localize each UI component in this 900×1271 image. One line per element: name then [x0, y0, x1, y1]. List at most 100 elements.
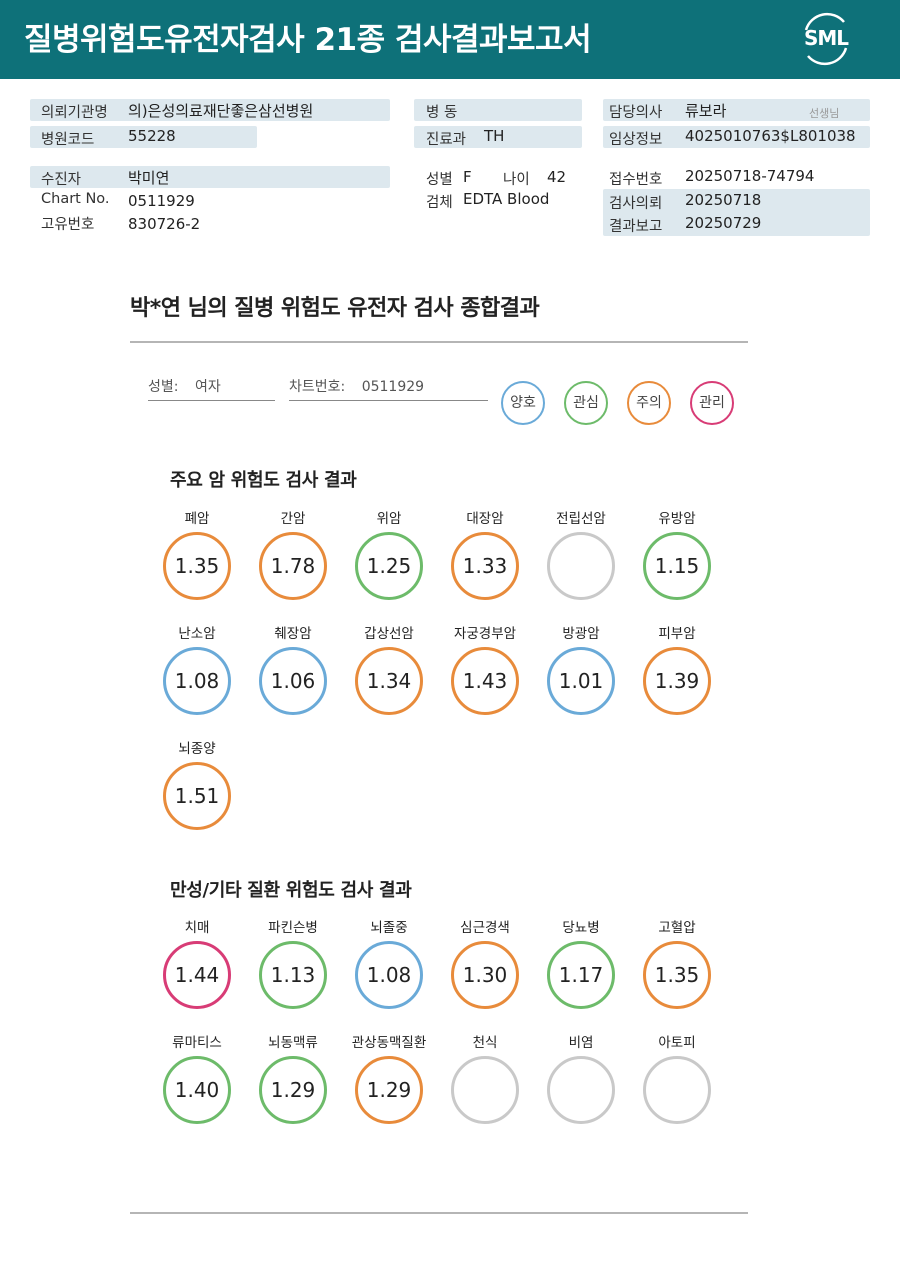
specimen-value: EDTA Blood	[463, 190, 550, 208]
risk-score-circle: 1.35	[643, 941, 711, 1009]
patient-label: 수진자	[41, 172, 82, 188]
sex-label: 성별	[426, 172, 453, 188]
doctor-row	[603, 99, 870, 121]
specimen-label: 검체	[426, 195, 453, 211]
ward-row	[414, 99, 582, 121]
summary-chart-label: 차트번호:	[289, 379, 346, 395]
legend-item: 양호	[501, 381, 545, 425]
risk-item-label: 갑상선암	[364, 626, 414, 642]
bottom-divider	[130, 1212, 748, 1214]
patient-value: 박미연	[128, 169, 170, 187]
risk-score-circle: 1.25	[355, 532, 423, 600]
risk-item-label: 전립선암	[556, 511, 606, 527]
risk-item-label: 고혈압	[658, 920, 696, 936]
receipt-value: 20250718-74794	[685, 167, 815, 185]
risk-score-circle: 1.06	[259, 647, 327, 715]
risk-score-circle	[643, 1056, 711, 1124]
dept-value: TH	[484, 127, 505, 145]
risk-score-circle: 1.29	[355, 1056, 423, 1124]
risk-score-circle	[451, 1056, 519, 1124]
risk-item-label: 난소암	[178, 626, 216, 642]
receipt-label: 접수번호	[609, 172, 663, 188]
dept-row	[414, 126, 582, 148]
risk-item-label: 치매	[184, 920, 210, 936]
clinical-label: 임상정보	[609, 132, 663, 148]
risk-item-label: 뇌동맥류	[268, 1035, 318, 1051]
patient-row	[30, 166, 390, 188]
risk-item-label: 파킨슨병	[268, 920, 318, 936]
institution-row	[30, 99, 390, 121]
report-header: 질병위험도유전자검사 21종 검사결과보고서 SML	[0, 0, 900, 79]
institution-label: 의뢰기관명	[41, 105, 108, 121]
risk-item-label: 자궁경부암	[453, 626, 517, 642]
doctor-label: 담당의사	[609, 105, 663, 121]
summary-chart-value: 0511929	[361, 379, 425, 395]
risk-score-circle: 1.33	[451, 532, 519, 600]
clinical-value: 4025010763$L801038	[685, 127, 856, 145]
risk-score-circle: 1.29	[259, 1056, 327, 1124]
hospital-code-row	[30, 126, 257, 148]
risk-score-circle	[547, 1056, 615, 1124]
risk-item-label: 유방암	[658, 511, 696, 527]
report-value: 20250729	[685, 214, 762, 232]
legend-item: 주의	[627, 381, 671, 425]
risk-score-circle	[547, 532, 615, 600]
risk-score-circle: 1.17	[547, 941, 615, 1009]
clinical-row	[603, 126, 870, 148]
cancer-section-title: 주요 암 위험도 검사 결과	[170, 470, 357, 491]
summary-title: 박*연 님의 질병 위험도 유전자 검사 종합결과	[130, 296, 540, 321]
unique-id-value: 830726-2	[128, 215, 201, 233]
risk-score-circle: 1.43	[451, 647, 519, 715]
request-value: 20250718	[685, 191, 762, 209]
risk-score-circle: 1.51	[163, 762, 231, 830]
hospital-code-value: 55228	[128, 127, 176, 145]
risk-item-label: 비염	[568, 1035, 594, 1051]
risk-item-label: 방광암	[562, 626, 600, 642]
sml-logo-icon: SML	[798, 12, 854, 66]
summary-sex-field: 성별: 여자	[148, 376, 275, 401]
risk-item-label: 대장암	[466, 511, 504, 527]
risk-item-label: 아토피	[658, 1035, 696, 1051]
legend-item: 관심	[564, 381, 608, 425]
risk-score-circle: 1.35	[163, 532, 231, 600]
ward-label: 병 동	[426, 105, 458, 121]
risk-score-circle: 1.78	[259, 532, 327, 600]
risk-score-circle: 1.08	[355, 941, 423, 1009]
dates-row	[603, 189, 870, 236]
risk-item-label: 뇌종양	[178, 741, 216, 757]
risk-score-circle: 1.44	[163, 941, 231, 1009]
chronic-section-title: 만성/기타 질환 위험도 검사 결과	[170, 880, 412, 901]
risk-item-label: 위암	[376, 511, 402, 527]
risk-item-label: 관상동맥질환	[351, 1035, 427, 1051]
chart-no-value: 0511929	[128, 192, 195, 210]
risk-item-label: 폐암	[184, 511, 210, 527]
risk-item-label: 천식	[472, 1035, 498, 1051]
risk-item-label: 피부암	[658, 626, 696, 642]
hospital-code-label: 병원코드	[41, 132, 95, 148]
unique-id-label: 고유번호	[41, 217, 95, 233]
doctor-suffix: 선생님	[809, 107, 840, 120]
risk-item-label: 류마티스	[172, 1035, 222, 1051]
age-label: 나이	[503, 172, 530, 188]
risk-score-circle: 1.39	[643, 647, 711, 715]
sex-value: F	[463, 168, 472, 186]
risk-item-label: 간암	[280, 511, 306, 527]
report-label: 결과보고	[609, 219, 663, 235]
summary-sex-value: 여자	[194, 379, 221, 395]
dept-label: 진료과	[426, 132, 467, 148]
doctor-value: 류보라	[685, 102, 727, 120]
risk-score-circle: 1.01	[547, 647, 615, 715]
report-title: 질병위험도유전자검사 21종 검사결과보고서	[24, 22, 592, 58]
request-label: 검사의뢰	[609, 196, 663, 212]
risk-item-label: 심근경색	[460, 920, 510, 936]
risk-item-label: 당뇨병	[562, 920, 600, 936]
risk-score-circle: 1.30	[451, 941, 519, 1009]
risk-score-circle: 1.15	[643, 532, 711, 600]
risk-score-circle: 1.34	[355, 647, 423, 715]
risk-item-label: 췌장암	[274, 626, 312, 642]
summary-sex-label: 성별:	[148, 379, 179, 395]
risk-score-circle: 1.40	[163, 1056, 231, 1124]
risk-item-label: 뇌졸중	[370, 920, 408, 936]
age-value: 42	[547, 168, 567, 186]
legend-item: 관리	[690, 381, 734, 425]
